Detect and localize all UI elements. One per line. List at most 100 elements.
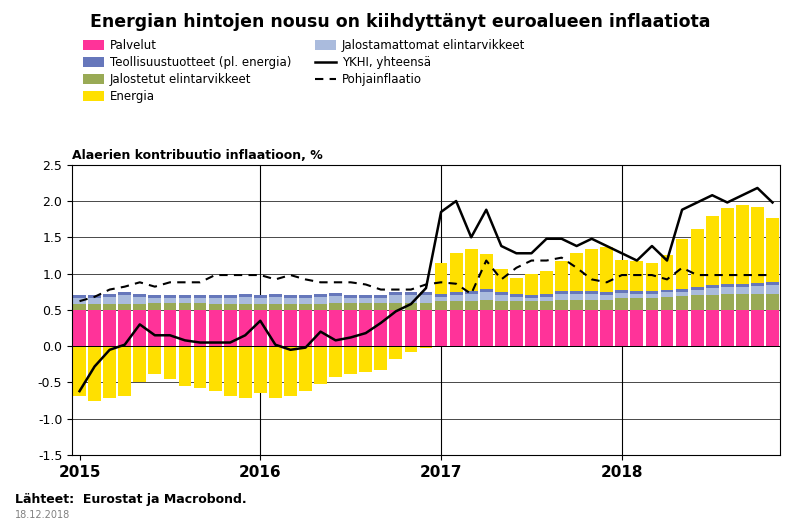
Bar bbox=[149, 310, 162, 346]
Bar bbox=[465, 249, 478, 291]
Bar bbox=[721, 287, 734, 294]
Bar bbox=[254, 295, 266, 298]
Bar bbox=[284, 304, 297, 310]
Bar bbox=[118, 292, 131, 294]
Bar bbox=[525, 310, 538, 346]
Bar bbox=[480, 310, 493, 346]
Bar bbox=[224, 310, 237, 346]
Bar bbox=[178, 298, 191, 303]
Bar bbox=[344, 294, 357, 298]
Bar bbox=[480, 289, 493, 292]
Text: 18.12.2018: 18.12.2018 bbox=[15, 510, 70, 520]
Bar bbox=[630, 260, 643, 291]
Bar bbox=[194, 294, 206, 298]
Bar bbox=[450, 301, 462, 310]
Bar bbox=[209, 298, 222, 304]
Bar bbox=[374, 298, 387, 303]
Bar bbox=[570, 294, 583, 300]
Bar bbox=[510, 301, 522, 310]
Bar bbox=[269, 346, 282, 399]
Bar bbox=[209, 295, 222, 298]
Bar bbox=[525, 301, 538, 310]
Bar bbox=[630, 310, 643, 346]
Bar bbox=[73, 295, 86, 298]
Bar bbox=[736, 204, 749, 285]
Bar bbox=[239, 304, 252, 310]
Bar bbox=[646, 291, 658, 294]
Bar bbox=[434, 297, 447, 301]
Bar bbox=[555, 294, 568, 300]
Bar bbox=[570, 253, 583, 291]
Bar bbox=[540, 310, 553, 346]
Bar bbox=[646, 264, 658, 291]
Bar bbox=[344, 310, 357, 346]
Bar bbox=[600, 300, 613, 310]
Bar bbox=[299, 346, 312, 391]
Bar bbox=[118, 294, 131, 304]
Bar bbox=[646, 294, 658, 298]
Bar bbox=[706, 294, 718, 310]
Bar bbox=[706, 310, 718, 346]
Bar bbox=[163, 295, 176, 298]
Bar bbox=[736, 310, 749, 346]
Bar bbox=[721, 310, 734, 346]
Bar bbox=[118, 304, 131, 310]
Bar bbox=[540, 297, 553, 301]
Bar bbox=[405, 295, 418, 303]
Bar bbox=[586, 300, 598, 310]
Bar bbox=[721, 285, 734, 287]
Bar bbox=[103, 346, 116, 399]
Bar bbox=[269, 310, 282, 346]
Bar bbox=[374, 303, 387, 310]
Bar bbox=[525, 298, 538, 301]
Bar bbox=[269, 294, 282, 297]
Bar bbox=[600, 310, 613, 346]
Bar bbox=[450, 295, 462, 301]
Bar bbox=[390, 346, 402, 359]
Bar bbox=[495, 310, 508, 346]
Bar bbox=[615, 260, 628, 290]
Bar bbox=[766, 285, 779, 294]
Bar bbox=[178, 346, 191, 386]
Bar bbox=[224, 346, 237, 395]
Bar bbox=[690, 310, 703, 346]
Bar bbox=[359, 294, 372, 298]
Bar bbox=[690, 295, 703, 310]
Bar bbox=[134, 294, 146, 297]
Bar bbox=[269, 304, 282, 310]
Bar bbox=[434, 301, 447, 310]
Bar bbox=[103, 297, 116, 304]
Bar bbox=[224, 298, 237, 304]
Bar bbox=[103, 294, 116, 297]
Bar bbox=[690, 229, 703, 287]
Bar bbox=[405, 346, 418, 352]
Bar bbox=[525, 275, 538, 294]
Bar bbox=[586, 310, 598, 346]
Bar bbox=[690, 290, 703, 295]
Bar bbox=[134, 297, 146, 304]
Bar bbox=[450, 310, 462, 346]
Bar bbox=[103, 304, 116, 310]
Bar bbox=[254, 304, 266, 310]
Bar bbox=[661, 255, 674, 290]
Bar bbox=[224, 304, 237, 310]
Bar bbox=[676, 310, 689, 346]
Bar bbox=[149, 294, 162, 298]
Bar bbox=[434, 294, 447, 297]
Bar bbox=[178, 295, 191, 298]
Bar bbox=[299, 304, 312, 310]
Bar bbox=[480, 254, 493, 289]
Bar bbox=[434, 310, 447, 346]
Bar bbox=[525, 294, 538, 298]
Bar bbox=[676, 296, 689, 310]
Bar bbox=[495, 292, 508, 295]
Bar bbox=[751, 310, 764, 346]
Bar bbox=[766, 310, 779, 346]
Bar bbox=[736, 287, 749, 294]
Bar bbox=[540, 301, 553, 310]
Bar bbox=[284, 310, 297, 346]
Bar bbox=[73, 298, 86, 304]
Bar bbox=[405, 292, 418, 295]
Bar bbox=[586, 291, 598, 294]
Bar bbox=[73, 304, 86, 310]
